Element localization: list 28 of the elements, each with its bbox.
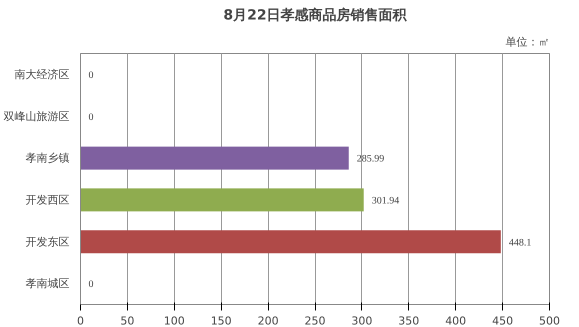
- chart-title: 8月22日孝感商品房销售面积: [223, 6, 408, 24]
- bar: [80, 230, 501, 254]
- y-tick-label: 开发西区: [26, 193, 70, 206]
- data-label: 0: [88, 112, 94, 123]
- y-tick-label: 孝南乡镇: [26, 152, 70, 165]
- x-tick-label: 400: [445, 314, 466, 327]
- bar: [80, 146, 349, 170]
- x-tick-label: 450: [492, 314, 514, 327]
- x-tick-label: 0: [77, 314, 84, 327]
- bar: [80, 188, 364, 212]
- y-tick-label: 开发东区: [26, 235, 70, 248]
- data-label: 0: [88, 279, 94, 290]
- x-tick-label: 350: [398, 314, 420, 327]
- data-label: 448.1: [508, 237, 532, 248]
- x-tick-label: 100: [164, 314, 185, 327]
- x-tick-label: 500: [539, 314, 560, 327]
- y-tick-label: 双峰山旅游区: [4, 110, 70, 123]
- data-label: 285.99: [356, 154, 384, 165]
- data-label: 301.94: [372, 195, 400, 206]
- text: 单位：㎡: [506, 36, 550, 48]
- x-tick-label: 50: [120, 314, 134, 327]
- x-tick-label: 150: [210, 314, 232, 327]
- x-tick-label: 300: [351, 314, 372, 327]
- y-tick-label: 南大经济区: [14, 68, 70, 81]
- data-label: 0: [88, 70, 94, 81]
- x-tick-label: 200: [258, 314, 279, 327]
- x-tick-label: 250: [304, 314, 326, 327]
- y-tick-label: 孝南城区: [26, 277, 70, 290]
